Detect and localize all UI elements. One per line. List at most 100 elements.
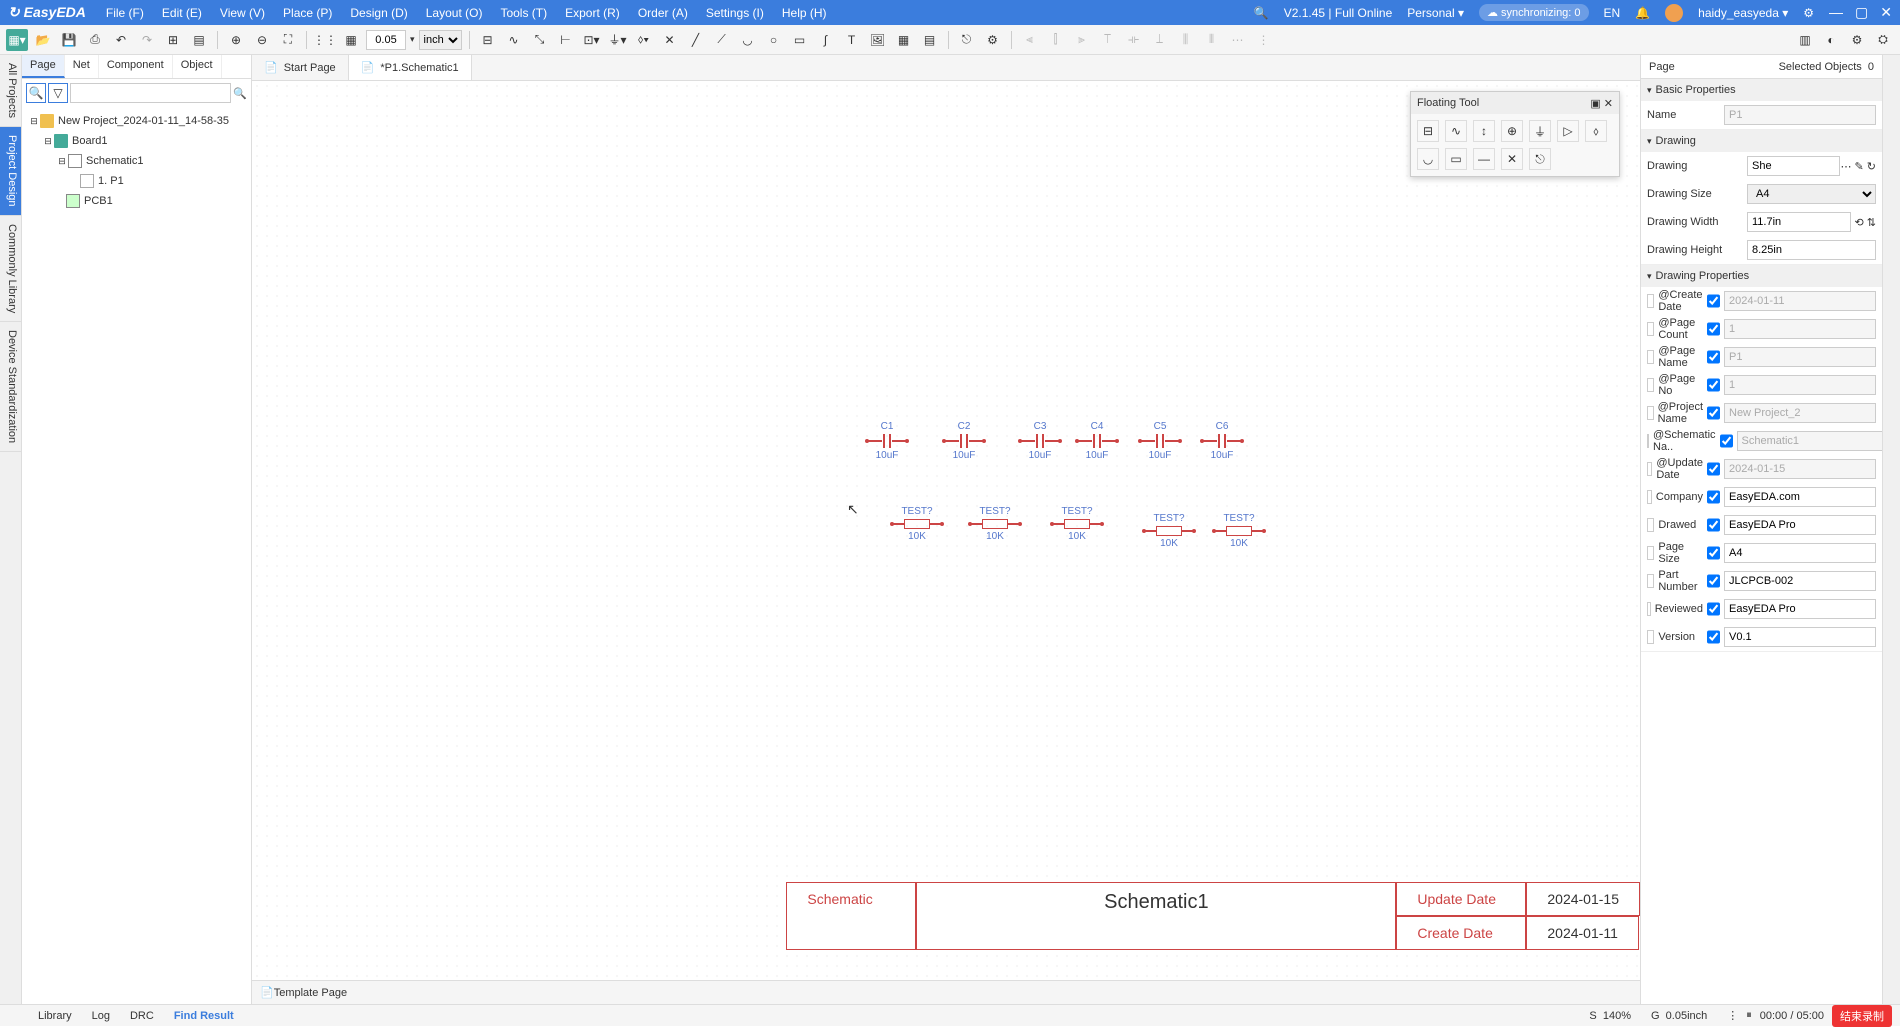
canvas[interactable]: Floating Tool ▣ ✕ ⊟ ∿ ↕ ⊕ ⏚ ▷ ⬨ ◡ ▭ — ✕ … bbox=[252, 81, 1640, 980]
netflag-icon[interactable]: ⬨▾ bbox=[633, 29, 655, 51]
table-icon[interactable]: ▦ bbox=[893, 29, 915, 51]
rec-menu-icon[interactable]: ⋮ bbox=[1727, 1009, 1738, 1022]
wire-icon[interactable]: ∿ bbox=[503, 29, 525, 51]
resistor[interactable]: TEST?10K bbox=[970, 506, 1020, 542]
ft-flag-icon[interactable]: ⬨ bbox=[1585, 120, 1607, 142]
menu-item[interactable]: Order (A) bbox=[638, 6, 688, 20]
grid-snap-icon[interactable]: ⊞ bbox=[162, 29, 184, 51]
unit-select[interactable]: inch bbox=[419, 30, 462, 50]
filter-icon[interactable]: ▥ bbox=[1794, 29, 1816, 51]
zoom-out-icon[interactable]: ⊖ bbox=[251, 29, 273, 51]
status-tab[interactable]: Find Result bbox=[174, 1010, 234, 1022]
menu-item[interactable]: View (V) bbox=[220, 6, 265, 20]
dist-v-icon[interactable]: ⫴ bbox=[1201, 29, 1223, 51]
save-icon[interactable]: 💾 bbox=[58, 29, 80, 51]
menu-item[interactable]: Edit (E) bbox=[162, 6, 202, 20]
prop-chk-right[interactable] bbox=[1707, 322, 1720, 336]
settings-icon[interactable]: ⛭ bbox=[1872, 29, 1894, 51]
dock-icon[interactable]: ▣ bbox=[1590, 98, 1600, 110]
prop-chk-left[interactable] bbox=[1647, 546, 1654, 560]
search-icon[interactable]: 🔍 bbox=[1254, 6, 1269, 20]
prop-chk-right[interactable] bbox=[1707, 630, 1720, 644]
lp-tab[interactable]: Net bbox=[65, 55, 99, 78]
tree-page[interactable]: 1. P1 bbox=[28, 171, 245, 191]
align-center-icon[interactable]: ⫿ bbox=[1045, 29, 1067, 51]
ft-bus-icon[interactable]: ↕ bbox=[1473, 120, 1495, 142]
resistor[interactable]: TEST?10K bbox=[892, 506, 942, 542]
capacitor[interactable]: C310uF bbox=[1020, 421, 1060, 461]
undo-icon[interactable]: ↶ bbox=[110, 29, 132, 51]
prop-chk-right[interactable] bbox=[1707, 574, 1720, 588]
new-icon[interactable]: ▦▾ bbox=[6, 29, 28, 51]
dist-h-icon[interactable]: ⫼ bbox=[1175, 29, 1197, 51]
ft-comp-icon[interactable]: ⊟ bbox=[1417, 120, 1439, 142]
ft-arc-icon[interactable]: ◡ bbox=[1417, 148, 1439, 170]
prop-chk-left[interactable] bbox=[1647, 322, 1654, 336]
prop-chk-left[interactable] bbox=[1647, 490, 1652, 504]
lp-tab[interactable]: Component bbox=[99, 55, 173, 78]
lp-tab[interactable]: Page bbox=[22, 55, 65, 78]
vtab[interactable]: Project Design bbox=[0, 127, 21, 216]
prop-chk-right[interactable] bbox=[1720, 434, 1733, 448]
zoom-in-icon[interactable]: ⊕ bbox=[225, 29, 247, 51]
ft-line-icon[interactable]: — bbox=[1473, 148, 1495, 170]
rp-props-header[interactable]: Drawing Properties bbox=[1641, 265, 1882, 287]
lp-tab[interactable]: Object bbox=[173, 55, 222, 78]
menu-item[interactable]: Tools (T) bbox=[500, 6, 547, 20]
edit-icon[interactable]: ✎ bbox=[1855, 160, 1864, 173]
open-icon[interactable]: 📂 bbox=[32, 29, 54, 51]
ft-nc-icon[interactable]: ✕ bbox=[1501, 148, 1523, 170]
bom-icon[interactable]: ▤ bbox=[188, 29, 210, 51]
rect-icon[interactable]: ▭ bbox=[789, 29, 811, 51]
vtab[interactable]: Commonly Library bbox=[0, 216, 21, 322]
search-mode-icon[interactable]: 🔍 bbox=[26, 83, 46, 103]
prop-chk-left[interactable] bbox=[1647, 462, 1652, 476]
menu-item[interactable]: Export (R) bbox=[565, 6, 620, 20]
image-icon[interactable]: 🖼 bbox=[867, 29, 889, 51]
bezier-icon[interactable]: ∫ bbox=[815, 29, 837, 51]
prop-chk-left[interactable] bbox=[1647, 350, 1654, 364]
prop-input[interactable] bbox=[1724, 599, 1876, 619]
lock-icon[interactable]: ⟲ bbox=[1855, 216, 1864, 229]
rec-stop-button[interactable]: 结束录制 bbox=[1832, 1005, 1892, 1027]
swap-icon[interactable]: ⇅ bbox=[1867, 216, 1876, 229]
rp-drawing-header[interactable]: Drawing bbox=[1641, 130, 1882, 152]
theme-icon[interactable]: ◐ bbox=[1820, 29, 1842, 51]
netlabel-icon[interactable]: ⊢ bbox=[555, 29, 577, 51]
prop-chk-left[interactable] bbox=[1647, 518, 1654, 532]
prop-input[interactable] bbox=[1724, 571, 1876, 591]
line-icon[interactable]: ╱ bbox=[685, 29, 707, 51]
netport-icon[interactable]: ⊡▾ bbox=[581, 29, 603, 51]
prop-chk-right[interactable] bbox=[1707, 490, 1720, 504]
ft-net-icon[interactable]: ⊕ bbox=[1501, 120, 1523, 142]
lang-label[interactable]: EN bbox=[1604, 6, 1621, 20]
rp-height-input[interactable] bbox=[1747, 240, 1876, 260]
rp-basic-header[interactable]: Basic Properties bbox=[1641, 79, 1882, 101]
prop-input[interactable] bbox=[1724, 515, 1876, 535]
capacitor[interactable]: C410uF bbox=[1077, 421, 1117, 461]
prop-chk-right[interactable] bbox=[1707, 518, 1720, 532]
power-icon[interactable]: ⏚▾ bbox=[607, 29, 629, 51]
crossprobe-icon[interactable]: ⎋ bbox=[956, 29, 978, 51]
config-icon[interactable]: ⚙ bbox=[1846, 29, 1868, 51]
prop-chk-right[interactable] bbox=[1707, 546, 1720, 560]
zoom-fit-icon[interactable]: ⛶ bbox=[277, 29, 299, 51]
arc-icon[interactable]: ◡ bbox=[737, 29, 759, 51]
capacitor[interactable]: C210uF bbox=[944, 421, 984, 461]
comp-icon[interactable]: ⊟ bbox=[477, 29, 499, 51]
align-left-icon[interactable]: ⫷ bbox=[1019, 29, 1041, 51]
more-icon[interactable]: ⋯ bbox=[1840, 160, 1851, 173]
tree-schematic[interactable]: ⊟Schematic1 bbox=[28, 151, 245, 171]
minimize-icon[interactable]: — bbox=[1829, 4, 1843, 21]
ft-wire-icon[interactable]: ∿ bbox=[1445, 120, 1467, 142]
menu-item[interactable]: Layout (O) bbox=[426, 6, 483, 20]
account-dropdown[interactable]: Personal ▾ bbox=[1407, 6, 1464, 20]
prop-chk-right[interactable] bbox=[1707, 406, 1720, 420]
prop-chk-left[interactable] bbox=[1647, 434, 1649, 448]
menu-item[interactable]: File (F) bbox=[106, 6, 144, 20]
bus-icon[interactable]: ⤡ bbox=[529, 29, 551, 51]
prop-chk-left[interactable] bbox=[1647, 602, 1651, 616]
prop-input[interactable] bbox=[1724, 487, 1876, 507]
dist-v2-icon[interactable]: ⋮ bbox=[1253, 29, 1275, 51]
maximize-icon[interactable]: ▢ bbox=[1855, 4, 1868, 21]
